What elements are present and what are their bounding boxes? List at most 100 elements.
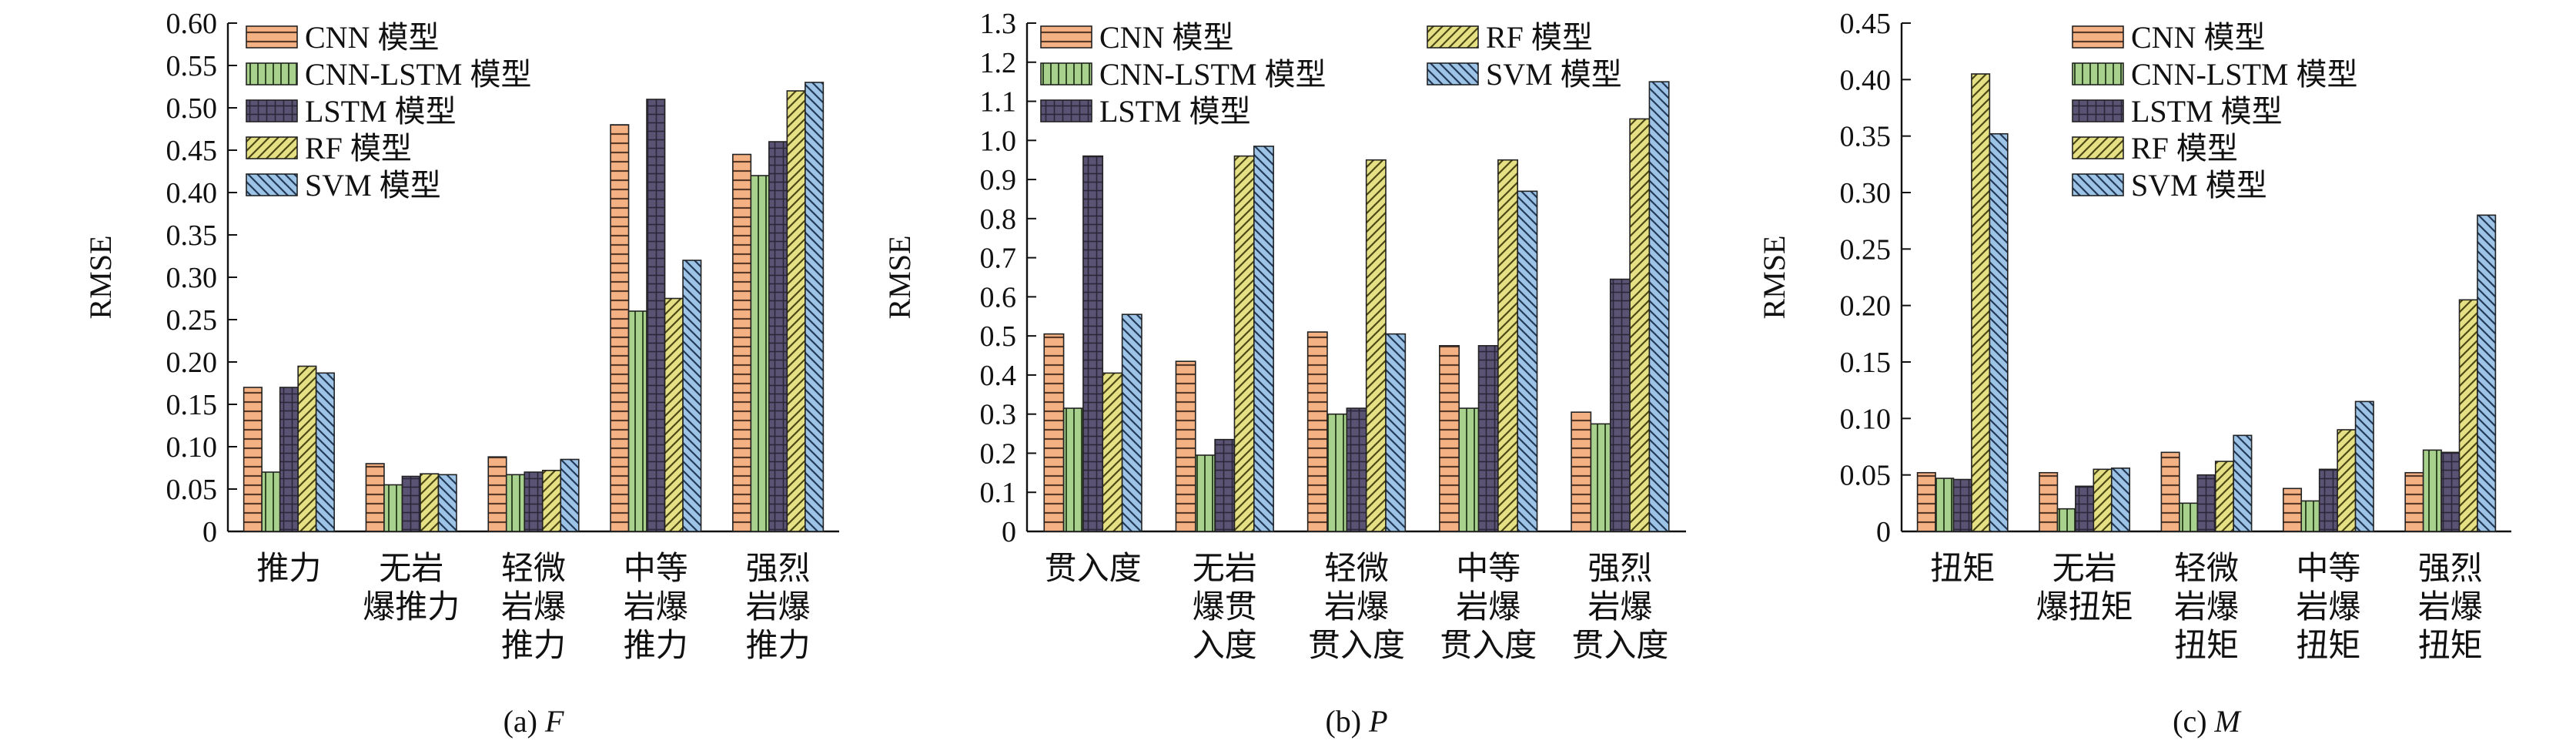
bar-4-2 [420, 473, 440, 532]
legend-swatch [2072, 136, 2124, 159]
x-tick-label: 岩爆 [2418, 590, 2483, 625]
legend-label: CNN 模型 [1099, 20, 1233, 55]
y-tick-label: 0.2 [980, 437, 1017, 470]
y-tick-label: 0.20 [166, 347, 218, 379]
chart-panel-3: 0 0.05 0.10 0.15 0.20 0.25 0.30 0.35 0.40 0.45 RMS… [1757, 8, 2511, 739]
y-tick-label: 0 [1002, 516, 1016, 548]
x-tick-label: 岩爆 [2174, 590, 2239, 625]
bar-4-1 [1102, 372, 1123, 532]
y-tick-label: 0.55 [166, 50, 218, 82]
bar-3-2 [1214, 438, 1236, 532]
bar-1-2 [365, 463, 385, 532]
y-tick-label: 0.10 [166, 431, 218, 464]
bar-4-5 [2458, 299, 2478, 532]
bar-2-1 [1062, 407, 1084, 532]
legend-label: CNN-LSTM 模型 [1099, 57, 1326, 92]
bar-4-3 [541, 469, 562, 532]
legend-label: LSTM 模型 [1099, 94, 1251, 129]
bar-4-1 [297, 365, 317, 532]
bar-3-4 [1477, 345, 1499, 532]
bar-2-2 [2056, 508, 2076, 532]
y-tick-label: 0.5 [980, 320, 1017, 353]
x-tick-label: 扭矩 [2174, 628, 2239, 664]
x-tick-label: 轻微 [501, 551, 566, 587]
bar-5-3 [2233, 434, 2253, 532]
y-tick-label: 0.3 [980, 399, 1017, 431]
y-tick-label: 0.9 [980, 164, 1017, 196]
bar-4-1 [1971, 73, 1991, 532]
chart-panel-2: 0 0.1 0.2 0.3 0.4 0.5 0.6 0.7 0.8 0.9 1.0 1.1 1.2 1.3… [882, 8, 1686, 739]
y-tick-label: 0.45 [1840, 8, 1892, 40]
x-tick-label: 贯入度 [1045, 551, 1142, 587]
y-tick-label: 0.30 [1840, 177, 1892, 209]
bar-3-3 [524, 471, 544, 532]
legend-label: SVM 模型 [2131, 168, 2267, 203]
x-tick-label: 推力 [746, 628, 811, 664]
y-tick-label: 0.35 [1840, 121, 1892, 153]
x-tick-label: 无岩 [1193, 551, 1257, 587]
y-tick-label: 0.45 [166, 135, 218, 167]
y-tick-label: 0.20 [1840, 290, 1892, 323]
bar-1-5 [2404, 471, 2424, 532]
legend-swatch [1040, 99, 1092, 122]
bar-4-2 [1233, 155, 1255, 532]
bar-5-2 [1253, 146, 1274, 532]
y-tick-label: 1.2 [980, 47, 1017, 79]
bar-4-5 [1629, 118, 1651, 532]
y-tick-label: 0 [202, 516, 217, 548]
legend-swatch [246, 25, 298, 49]
bar-4-2 [2093, 468, 2113, 532]
bar-4-4 [664, 297, 684, 532]
legend-swatch [1040, 25, 1092, 49]
bar-3-3 [2196, 474, 2216, 532]
y-tick-label: 0.25 [166, 304, 218, 337]
bar-5-1 [315, 372, 335, 532]
x-tick-label: 轻微 [2174, 551, 2239, 587]
y-tick-label: 0.8 [980, 203, 1017, 236]
bar-2-5 [750, 175, 770, 532]
bar-5-3 [560, 458, 580, 532]
bar-4-3 [1365, 159, 1387, 532]
bar-1-1 [1043, 333, 1065, 532]
y-tick-label: 0.6 [980, 281, 1017, 313]
bar-3-1 [1082, 155, 1104, 532]
x-tick-label: 贯入度 [1308, 628, 1405, 664]
legend-swatch [246, 99, 298, 122]
bar-3-5 [768, 141, 788, 532]
bar-3-3 [1346, 407, 1367, 532]
legend-swatch [1040, 62, 1092, 85]
legend-label: SVM 模型 [305, 168, 441, 203]
bar-4-4 [2337, 429, 2357, 532]
legend-label: CNN 模型 [2131, 20, 2265, 55]
bar-2-2 [1194, 454, 1216, 532]
bar-5-5 [1648, 81, 1670, 532]
legend-swatch [246, 62, 298, 85]
x-tick-label: 中等 [624, 551, 688, 587]
legend-swatch [2072, 173, 2124, 196]
legend-swatch [1427, 62, 1479, 85]
x-tick-label: 岩爆 [501, 590, 566, 625]
legend-label: RF 模型 [1486, 20, 1593, 55]
bar-3-5 [1609, 278, 1631, 532]
y-tick-label: 0.30 [166, 262, 218, 294]
x-tick-label: 贯入度 [1571, 628, 1668, 664]
x-tick-label: 岩爆 [1456, 590, 1521, 625]
y-tick-label: 1.3 [980, 8, 1017, 40]
x-tick-label: 强烈 [2418, 551, 2483, 587]
legend-label: RF 模型 [2131, 131, 2238, 166]
panel-caption: (a) F [503, 704, 564, 739]
bar-3-4 [2318, 468, 2338, 532]
y-tick-label: 0.15 [1840, 347, 1892, 379]
bar-1-1 [1916, 471, 1936, 532]
bar-5-2 [2110, 467, 2131, 532]
legend-label: SVM 模型 [1486, 57, 1622, 92]
x-tick-label: 推力 [624, 628, 688, 664]
legend-swatch [246, 173, 298, 196]
bar-2-3 [1326, 413, 1348, 532]
x-tick-label: 无岩 [379, 551, 443, 587]
x-tick-label: 强烈 [746, 551, 811, 587]
legend-swatch [2072, 62, 2124, 85]
bar-3-4 [646, 99, 666, 532]
